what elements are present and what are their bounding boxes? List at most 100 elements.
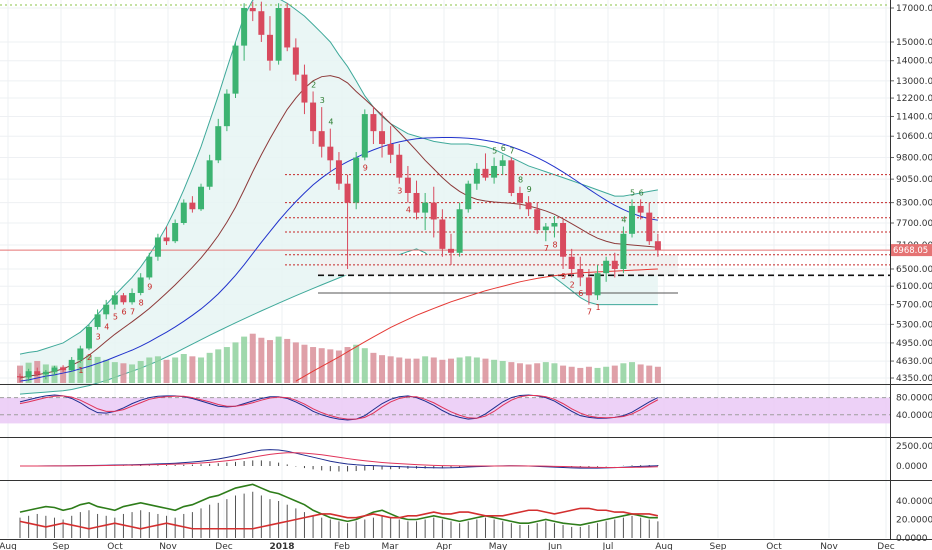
x-tick-label: Dec bbox=[877, 542, 894, 550]
x-tick-label: Jul bbox=[602, 542, 614, 550]
volume-bar bbox=[439, 359, 446, 383]
sequential-count-label: 4 bbox=[104, 322, 109, 331]
volume-bar bbox=[456, 357, 463, 383]
volume-bar bbox=[266, 340, 273, 383]
dmi-tick-label: 20.0000 bbox=[896, 516, 932, 526]
volume-bar bbox=[68, 363, 75, 383]
volume-bar bbox=[120, 363, 127, 383]
candle-body bbox=[396, 154, 403, 178]
volume-bar bbox=[422, 356, 429, 383]
volume-bar bbox=[525, 364, 532, 383]
candle-body bbox=[353, 157, 360, 203]
candle-body bbox=[198, 186, 205, 210]
candle-body bbox=[163, 237, 170, 242]
candle-body bbox=[284, 8, 291, 48]
volume-bar bbox=[129, 364, 136, 383]
candle-body bbox=[516, 192, 523, 203]
candle-body bbox=[491, 165, 498, 178]
candle-body bbox=[361, 114, 368, 158]
sequential-count-label: 8 bbox=[518, 176, 523, 185]
candle-body bbox=[508, 160, 515, 193]
candle-body bbox=[68, 359, 75, 371]
y-tick-label: 10600.00 bbox=[896, 132, 932, 142]
y-tick-label: 6500.00 bbox=[896, 265, 932, 275]
y-tick-label: 8300.00 bbox=[896, 199, 932, 209]
volume-bar bbox=[344, 347, 351, 383]
candle-body bbox=[129, 292, 136, 303]
candle-body bbox=[310, 102, 317, 132]
candle-body bbox=[223, 93, 230, 127]
x-tick-label: Nov bbox=[159, 542, 177, 550]
candle-body bbox=[439, 219, 446, 249]
dmi-tick-label: 40.0000 bbox=[896, 497, 932, 507]
sequential-count-label: 5 bbox=[113, 312, 118, 321]
x-tick-label: Sep bbox=[710, 542, 727, 550]
x-tick-label: Sep bbox=[53, 542, 70, 550]
y-tick-label: 7700.00 bbox=[896, 219, 932, 229]
candle-body bbox=[42, 371, 49, 375]
sequential-count-label: 3 bbox=[397, 187, 402, 196]
sequential-count-label: 8 bbox=[552, 240, 557, 249]
candle-body bbox=[542, 226, 549, 231]
volume-bar bbox=[154, 356, 161, 383]
candle-body bbox=[594, 273, 601, 296]
candle-body bbox=[456, 209, 463, 253]
dmi-line bbox=[19, 483, 658, 526]
candle-body bbox=[525, 202, 532, 210]
candle-body bbox=[258, 11, 265, 35]
x-tick-label: Oct bbox=[107, 542, 123, 550]
x-tick-label: Aug bbox=[0, 542, 17, 550]
volume-bar bbox=[94, 356, 101, 383]
sequential-count-label: 7 bbox=[130, 308, 135, 317]
bollinger-upper-line bbox=[19, 0, 658, 355]
volume-bar bbox=[473, 357, 480, 383]
candle-body bbox=[534, 209, 541, 231]
candle-body bbox=[499, 160, 506, 166]
x-tick-label: Oct bbox=[766, 542, 782, 550]
sequential-count-label: 8 bbox=[139, 298, 144, 307]
volume-bar bbox=[163, 359, 170, 383]
volume-bar bbox=[465, 356, 472, 383]
volume-bar bbox=[370, 352, 377, 383]
candle-body bbox=[25, 371, 32, 378]
candle-body bbox=[387, 144, 394, 155]
candle-body bbox=[241, 8, 248, 46]
volume-bar bbox=[85, 355, 92, 383]
candle-body bbox=[654, 241, 661, 251]
macd-tick-label: 0.0000 bbox=[896, 462, 928, 472]
candle-body bbox=[370, 114, 377, 132]
candle-body bbox=[292, 47, 299, 75]
sequential-count-label: 3 bbox=[96, 333, 101, 342]
sequential-count-label: 1 bbox=[78, 366, 83, 375]
volume-bar bbox=[258, 337, 265, 383]
candle-body bbox=[249, 8, 256, 12]
volume-bar bbox=[206, 352, 213, 383]
candle-body bbox=[413, 192, 420, 213]
sequential-count-label: 2 bbox=[311, 80, 316, 89]
volume-bar bbox=[560, 365, 567, 383]
volume-bar bbox=[318, 348, 325, 383]
sequential-count-label: 3 bbox=[320, 96, 325, 105]
candle-body bbox=[344, 183, 351, 203]
candle-body bbox=[585, 277, 592, 296]
macd-tick-label: 2500.0000 bbox=[896, 442, 932, 452]
y-tick-label: 9050.00 bbox=[896, 175, 932, 185]
volume-bar bbox=[103, 359, 110, 383]
volume-bar bbox=[223, 347, 230, 383]
volume-bar bbox=[284, 338, 291, 383]
candle-body bbox=[327, 146, 334, 161]
candle-body bbox=[94, 314, 101, 327]
y-tick-label: 4350.00 bbox=[896, 374, 932, 384]
volume-bar bbox=[241, 336, 248, 383]
x-tick-label: Nov bbox=[820, 542, 838, 550]
sequential-count-label: 6 bbox=[578, 289, 583, 298]
volume-bar bbox=[620, 363, 627, 383]
y-tick-label: 13000.00 bbox=[896, 77, 932, 87]
candle-body bbox=[560, 222, 567, 257]
y-tick-label: 4630.00 bbox=[896, 357, 932, 367]
volume-bar bbox=[430, 357, 437, 383]
candle-body bbox=[120, 295, 127, 303]
volume-bar bbox=[396, 357, 403, 383]
dmi-tick-label: 0.0000 bbox=[896, 534, 928, 544]
volume-bar bbox=[327, 349, 334, 383]
